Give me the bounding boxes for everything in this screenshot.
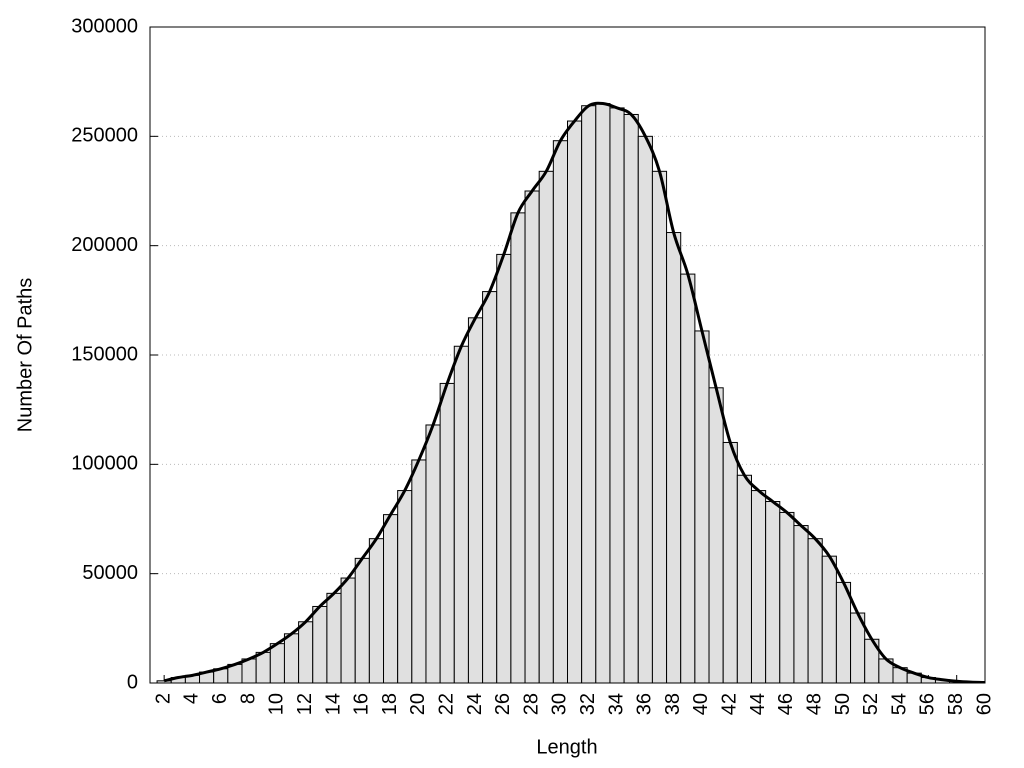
x-tick-label: 22 [435, 693, 457, 715]
x-tick-label: 20 [407, 693, 429, 715]
x-tick-label: 56 [917, 693, 939, 715]
bar [425, 424, 441, 683]
bar [595, 103, 611, 683]
bar [496, 253, 512, 683]
x-tick-label: 32 [577, 693, 599, 715]
bar [793, 525, 809, 683]
plot-border [149, 26, 986, 684]
x-tick-label: 16 [351, 693, 373, 715]
bar [651, 170, 668, 683]
x-tick-label: 44 [747, 693, 769, 715]
bar [453, 345, 469, 683]
bar [807, 538, 823, 683]
bar [340, 577, 356, 683]
bar [326, 592, 342, 683]
bar [255, 651, 271, 683]
bar [835, 581, 852, 683]
x-tick-label: 26 [492, 693, 514, 715]
x-tick-label: 50 [832, 693, 854, 715]
bar [383, 514, 399, 683]
y-tick-label: 100000 [71, 453, 138, 475]
trend-line [163, 101, 985, 683]
bar [623, 113, 639, 683]
x-axis-label: Length [536, 736, 597, 758]
bar [538, 170, 554, 683]
x-tick-label: 42 [719, 693, 741, 715]
x-tick-label: 2 [152, 693, 174, 704]
bar [298, 621, 314, 683]
x-tick-label: 38 [662, 693, 684, 715]
bar [666, 232, 682, 683]
bar [439, 382, 455, 683]
x-tick-label: 12 [294, 693, 316, 715]
bar [312, 605, 328, 683]
bar [708, 387, 724, 683]
bar [722, 441, 738, 683]
bar [467, 317, 484, 683]
x-tick-label: 34 [605, 693, 627, 715]
x-tick-label: 52 [860, 693, 882, 715]
bar [765, 501, 781, 683]
bar [411, 459, 427, 683]
x-tick-label: 60 [973, 693, 995, 715]
bar [283, 633, 300, 683]
x-tick-label: 18 [379, 693, 401, 715]
x-tick-label: 40 [690, 693, 712, 715]
y-tick-label: 150000 [71, 343, 138, 365]
bar [368, 538, 385, 683]
bar [482, 291, 498, 683]
bar [397, 490, 413, 683]
bar [750, 490, 767, 683]
bar [680, 273, 696, 683]
plot [156, 101, 985, 683]
x-tick-label: 8 [237, 693, 259, 704]
bar [821, 555, 837, 683]
bar [567, 120, 583, 683]
bar [694, 330, 710, 683]
y-tick-label: 250000 [71, 125, 138, 147]
bar [736, 474, 752, 683]
x-tick-label: 10 [266, 693, 288, 715]
y-tick-label: 300000 [71, 15, 138, 37]
bar [609, 107, 625, 683]
x-tick-label: 24 [464, 693, 486, 715]
x-tick-label: 14 [322, 693, 344, 715]
y-tick-label: 0 [127, 671, 138, 693]
y-tick-label: 50000 [82, 562, 138, 584]
y-tick-label: 200000 [71, 234, 138, 256]
x-tick-label: 28 [520, 693, 542, 715]
x-tick-label: 58 [945, 693, 967, 715]
x-tick-label: 54 [888, 693, 910, 715]
bar [269, 643, 285, 683]
x-tick-label: 36 [634, 693, 656, 715]
x-tick-label: 4 [181, 693, 203, 704]
x-tick-label: 30 [549, 693, 571, 715]
x-tick-label: 48 [803, 693, 825, 715]
bar [354, 557, 370, 683]
x-tick-label: 46 [775, 693, 797, 715]
bar [510, 212, 526, 683]
x-tick-label: 6 [209, 693, 231, 704]
bar [637, 135, 653, 683]
bar [524, 190, 540, 683]
bar [779, 511, 795, 683]
bar [552, 140, 569, 683]
bar [581, 105, 597, 683]
y-axis-label: Number Of Paths [14, 278, 36, 433]
